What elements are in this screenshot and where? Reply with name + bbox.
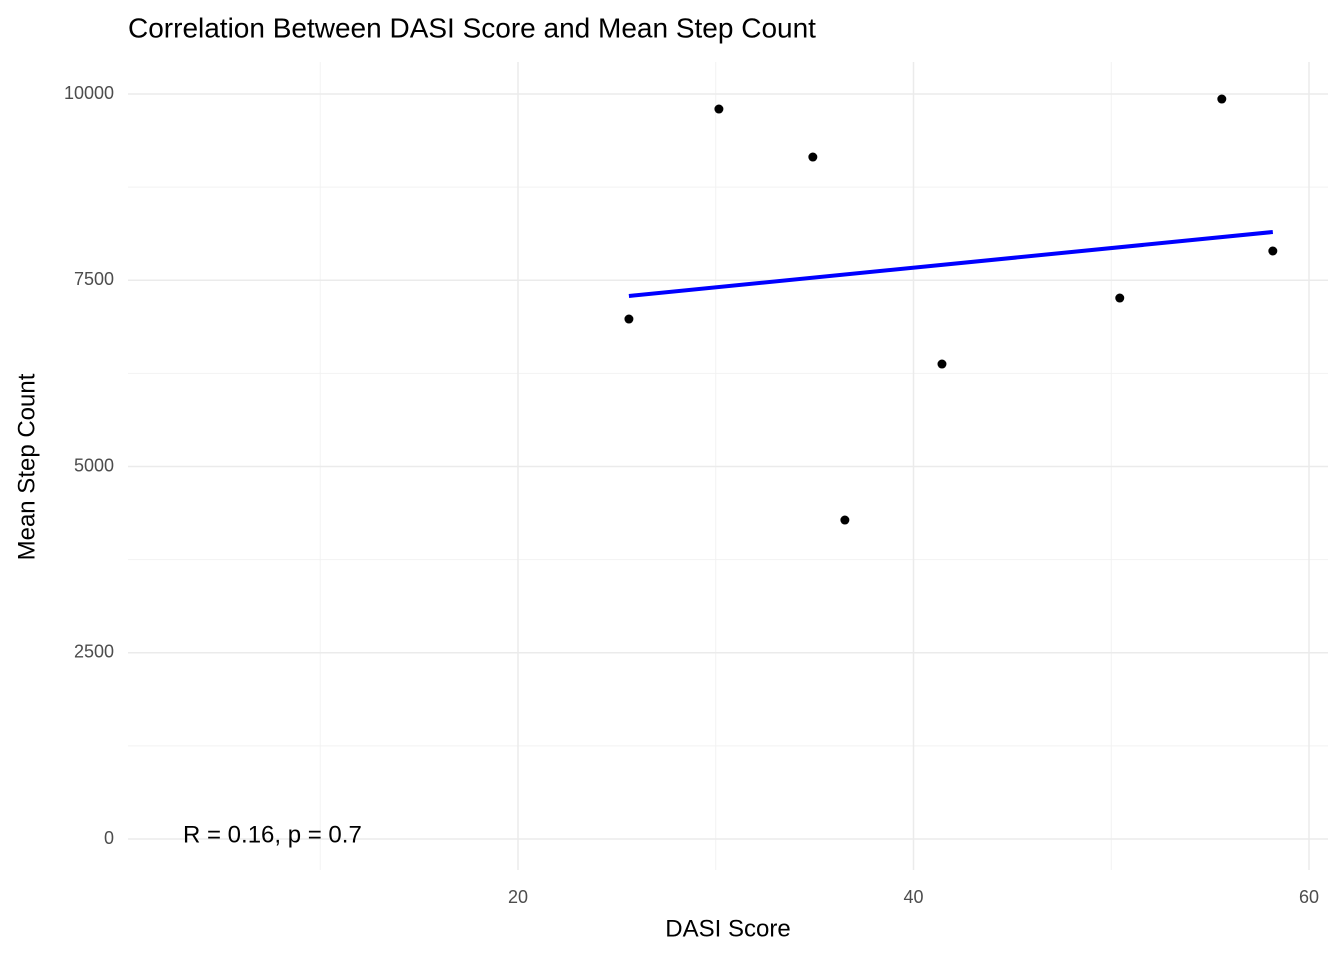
- y-tick-label: 0: [104, 828, 114, 848]
- point: [1268, 246, 1278, 256]
- point: [937, 359, 947, 369]
- point: [1115, 293, 1125, 303]
- point: [714, 104, 724, 114]
- annotation: R = 0.16, p = 0.7: [183, 821, 362, 848]
- chart-title: Correlation Between DASI Score and Mean …: [128, 12, 816, 43]
- x-tick-label: 20: [508, 887, 528, 907]
- y-tick-label: 5000: [74, 455, 114, 475]
- x-tick-label: 60: [1299, 887, 1319, 907]
- y-tick-label: 2500: [74, 642, 114, 662]
- y-tick-label: 10000: [64, 83, 114, 103]
- fit-line: [628, 230, 1274, 298]
- point: [840, 515, 850, 525]
- point: [808, 152, 818, 162]
- x-tick-label: 40: [903, 887, 923, 907]
- point: [1217, 94, 1227, 104]
- y-axis-title: Mean Step Count: [13, 373, 40, 560]
- point: [624, 314, 634, 324]
- x-axis-title: DASI Score: [665, 915, 790, 942]
- y-tick-label: 7500: [74, 269, 114, 289]
